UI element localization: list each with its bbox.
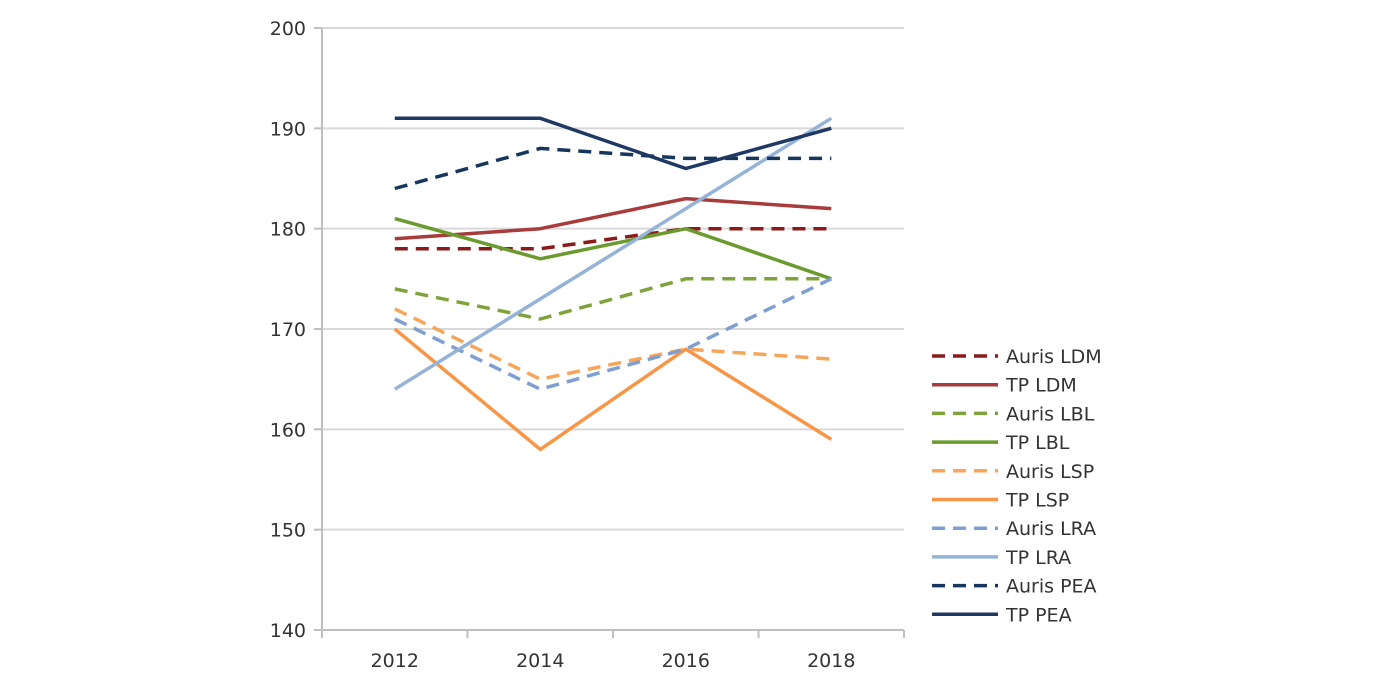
y-axis-tick-labels: 140 150 160 170 180 190 200: [270, 18, 306, 642]
x-tick-label: 2018: [807, 650, 855, 672]
x-tick-label: 2012: [371, 650, 419, 672]
legend-label: Auris LDM: [1006, 346, 1102, 368]
y-tick-label: 190: [270, 118, 306, 140]
legend-label: TP PEA: [1005, 604, 1072, 626]
series-line-auris-lsp: [394, 307, 832, 381]
series-line-auris-pea: [394, 146, 832, 191]
y-tick-label: 170: [270, 319, 306, 341]
series-line-tp-lra: [393, 116, 833, 391]
x-tick-label: 2014: [516, 650, 564, 672]
legend-label: Auris LRA: [1006, 518, 1096, 540]
legend-label: Auris LSP: [1006, 461, 1094, 483]
series-line-auris-lbl: [394, 277, 832, 321]
legend-label: TP LDM: [1005, 375, 1077, 397]
series-line-tp-lsp: [393, 327, 833, 452]
series-line-tp-ldm: [394, 196, 832, 241]
legend-label: TP LSP: [1005, 490, 1069, 512]
series-lines: [393, 116, 833, 452]
series-line-auris-lra: [394, 277, 833, 391]
series-line-tp-pea: [394, 116, 832, 171]
series-line-auris-ldm: [394, 226, 832, 251]
y-tick-label: 140: [270, 620, 306, 642]
legend: Auris LDM TP LDM Auris LBL TP LBL Auris LSP T…: [932, 346, 1102, 626]
y-tick-label: 160: [270, 419, 306, 441]
y-tick-label: 200: [270, 18, 306, 40]
x-tick-label: 2016: [662, 650, 710, 672]
legend-label: TP LRA: [1005, 547, 1071, 569]
y-tick-label: 180: [270, 219, 306, 241]
legend-label: TP LBL: [1005, 432, 1070, 454]
axes: [314, 27, 905, 638]
y-tick-label: 150: [270, 520, 306, 542]
legend-label: Auris PEA: [1006, 576, 1097, 598]
x-axis-tick-labels: 2012 2014 2016 2018: [371, 650, 856, 672]
legend-label: Auris LBL: [1006, 403, 1095, 425]
series-line-tp-lbl: [394, 216, 832, 281]
